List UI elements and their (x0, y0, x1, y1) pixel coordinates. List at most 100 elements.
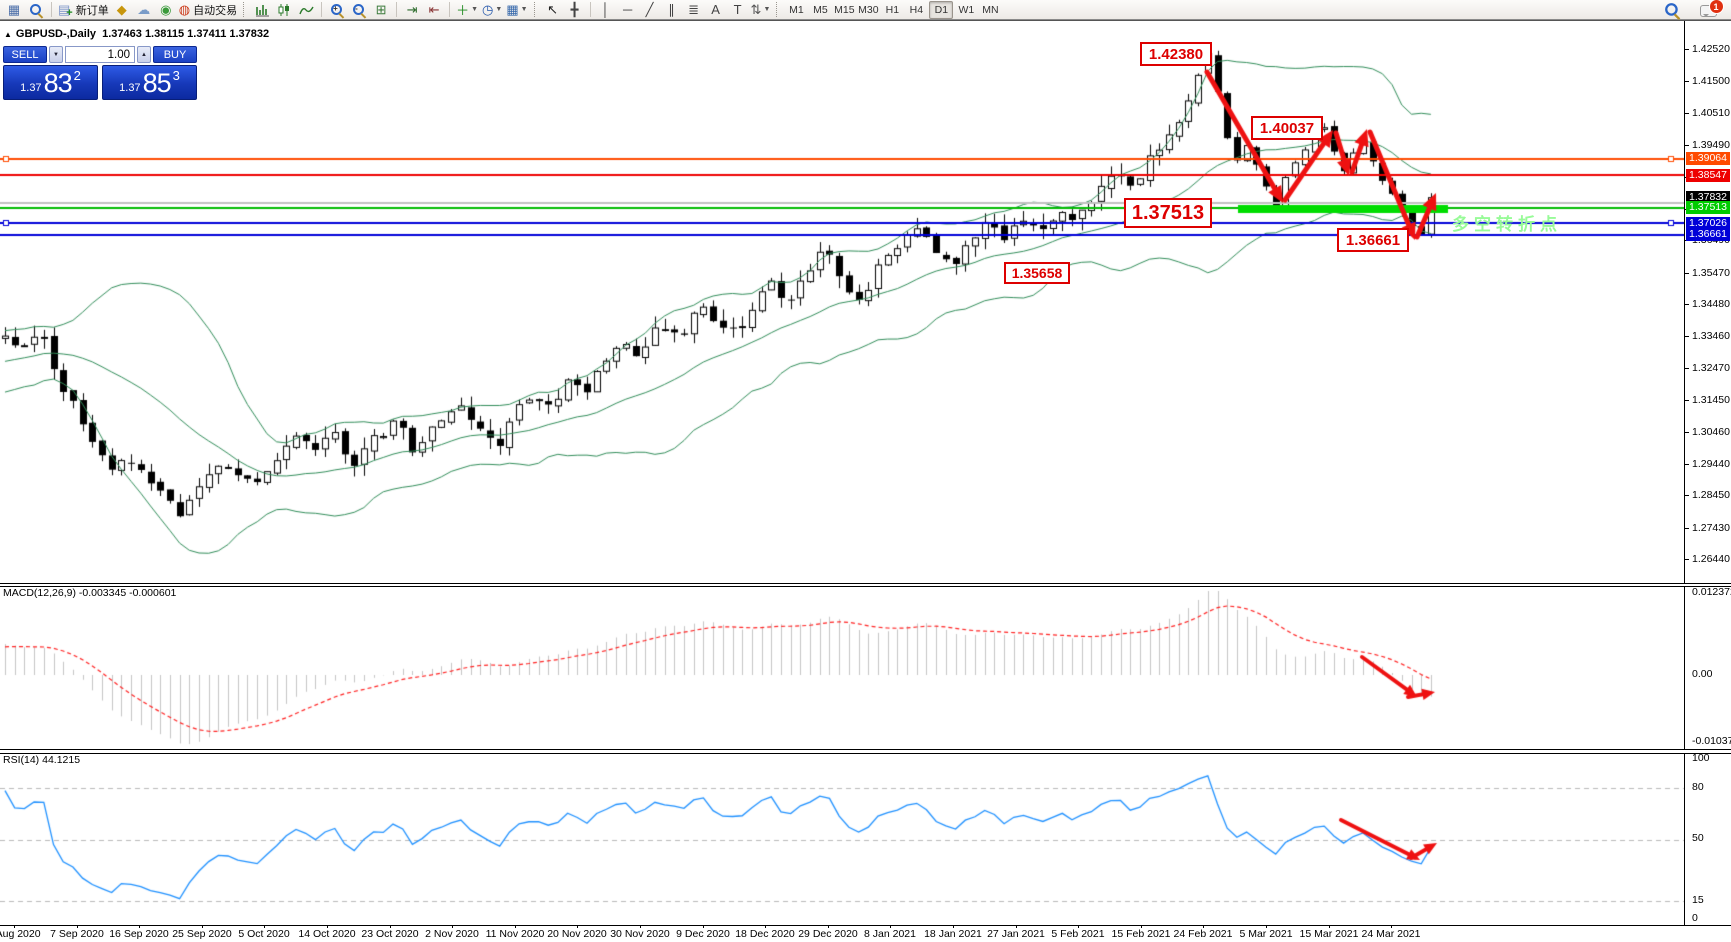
date-label: 23 Oct 2020 (361, 928, 419, 940)
buy-price-tile[interactable]: 1.37 85 3 (102, 65, 197, 100)
templates-button[interactable]: ▦ ▼ (504, 1, 529, 18)
arrows-icon[interactable]: ⇅ ▼ (749, 1, 773, 18)
new-order-button[interactable]: ▤ + 新订单 (56, 1, 111, 19)
annotation-note[interactable]: 多空转折点 (1452, 215, 1562, 234)
macd-axis-bottom: -0.010374 (1692, 735, 1731, 747)
auto-trading-button-label: 自动交易 (193, 4, 238, 17)
macd-label: MACD(12,26,9) -0.003345 -0.000601 (3, 587, 177, 599)
tile-windows-icon[interactable]: ⊞ (370, 1, 392, 18)
trendline-icon[interactable]: ╱ (639, 1, 661, 18)
text-label-icon[interactable]: T (727, 1, 749, 18)
price-annotation-box[interactable]: 1.42380 (1140, 42, 1212, 66)
macd-pane-canvas[interactable] (0, 585, 1684, 749)
price-annotation-box[interactable]: 1.37513 (1124, 198, 1212, 228)
bar-chart-icon[interactable] (251, 1, 273, 18)
rsi-pane-canvas[interactable] (0, 752, 1684, 924)
price-annotation-box[interactable]: 1.40037 (1251, 116, 1323, 140)
timeframe-button-w1[interactable]: W1 (958, 3, 975, 16)
price-axis-line (1684, 21, 1685, 925)
date-tick-mark (890, 925, 891, 928)
search-icon (1664, 1, 1680, 17)
chart-shift-icon-glyph: ⇤ (428, 1, 440, 17)
date-label: 24 Feb 2021 (1173, 928, 1233, 940)
date-label: 7 Sep 2020 (50, 928, 104, 940)
timeframe-button-mn[interactable]: MN (982, 3, 999, 16)
sell-price-sup: 2 (73, 68, 81, 83)
mql5-cloud-icon[interactable]: ☁ (133, 1, 155, 18)
cursor-icon[interactable]: ↖ (542, 1, 564, 18)
macd-values: -0.003345 -0.000601 (78, 587, 177, 599)
notifications-button[interactable]: 1 (1697, 0, 1724, 18)
signals-icon[interactable]: ◉ (155, 1, 177, 18)
date-label: 14 Oct 2020 (298, 928, 356, 940)
chart-title: ▲ GBPUSD-,Daily 1.37463 1.38115 1.37411 1… (4, 28, 269, 40)
window-expand-icon[interactable]: ▲ (4, 30, 12, 39)
market-watch-icon[interactable] (25, 1, 47, 18)
chart-ohlc: 1.37463 1.38115 1.37411 1.37832 (102, 28, 270, 40)
rsi-level-label: 15 (1692, 894, 1704, 906)
periods-button[interactable]: ◷ ▼ (480, 1, 504, 18)
date-tick-mark (264, 925, 265, 928)
date-tick-mark (1141, 925, 1142, 928)
timeframe-button-d1[interactable]: D1 (929, 0, 954, 19)
vertical-line-icon[interactable]: │ (595, 1, 617, 18)
timeframe-button-m30[interactable]: M30 (858, 3, 879, 16)
tile-windows-icon-glyph: ⊞ (375, 1, 387, 17)
timeframe-button-h1[interactable]: H1 (885, 3, 900, 16)
dropdown-arrow-icon: ▼ (520, 6, 528, 13)
chart-shift-icon[interactable]: ⇤ (423, 1, 445, 18)
volume-down-stepper[interactable]: ▼ (49, 46, 63, 63)
auto-scroll-icon[interactable]: ⇥ (401, 1, 423, 18)
timeframe-bar: M1 M5 M15 M30 H1 H4 D1 W1 MN (784, 0, 1002, 19)
rsi-level-label: 100 (1692, 752, 1710, 764)
main-chart-canvas[interactable] (0, 22, 1684, 583)
sell-button[interactable]: SELL (3, 46, 47, 63)
price-tick-label: 1.30460 (1692, 426, 1730, 438)
volume-up-stepper[interactable]: ▲ (137, 46, 151, 63)
zoom-out-icon[interactable]: - (348, 1, 370, 18)
date-tick-mark (828, 925, 829, 928)
dropdown-arrow-icon: ▼ (471, 6, 479, 13)
date-label: 20 Nov 2020 (547, 928, 607, 940)
zoom-out-icon-glyph: - (352, 3, 366, 17)
sell-price-tile[interactable]: 1.37 83 2 (3, 65, 98, 100)
horizontal-line-icon[interactable]: ─ (617, 1, 639, 18)
gold-icon[interactable]: ◆ (111, 1, 133, 18)
timeframe-button-h4[interactable]: H4 (909, 3, 924, 16)
pane-splitter-rsi[interactable] (0, 749, 1731, 754)
line-chart-icon[interactable] (295, 1, 317, 18)
candlestick-chart-icon[interactable] (273, 1, 295, 18)
indicators-button[interactable]: ＋ ▼ (454, 1, 480, 18)
equidistant-channel-icon[interactable]: ∥ (661, 1, 683, 18)
fibonacci-icon[interactable]: ≣ (683, 1, 705, 18)
pane-splitter-macd[interactable] (0, 583, 1731, 587)
text-icon[interactable]: A (705, 1, 727, 18)
timeframe-button-m15[interactable]: M15 (834, 3, 855, 16)
dropdown-arrow-icon: ▼ (495, 6, 503, 13)
equidistant-channel-icon-glyph: ∥ (668, 1, 675, 17)
buy-button[interactable]: BUY (153, 46, 197, 63)
window-border (0, 20, 1731, 21)
volume-input[interactable]: 1.00 (65, 46, 135, 63)
price-tick-mark (1684, 81, 1689, 82)
periods-button-glyph: ◷ (482, 1, 494, 17)
crosshair-icon[interactable]: ╋ (564, 1, 586, 18)
macd-axis-top: 0.012372 (1692, 586, 1731, 598)
price-annotation-box[interactable]: 1.35658 (1004, 262, 1070, 284)
timeframe-button-m5[interactable]: M5 (813, 3, 828, 16)
buy-price-sup: 3 (172, 68, 180, 83)
price-badge: 1.37513 (1686, 201, 1730, 214)
price-tick-mark (1684, 432, 1689, 433)
timeframe-button-m1[interactable]: M1 (789, 3, 804, 16)
auto-trading-button[interactable]: ◍ 自动交易 (177, 1, 239, 18)
date-label: 8 Jan 2021 (864, 928, 916, 940)
search-button[interactable] (1661, 1, 1683, 18)
chart-window-icon[interactable]: ▦ (3, 1, 25, 18)
date-tick-mark (1203, 925, 1204, 928)
price-annotation-box[interactable]: 1.36661 (1337, 228, 1409, 252)
sell-price-prefix: 1.37 (20, 82, 42, 94)
zoom-in-icon[interactable]: + (326, 1, 348, 18)
chart-symbol: GBPUSD-,Daily (15, 28, 96, 40)
price-tick-label: 1.42520 (1692, 43, 1730, 55)
date-tick-mark (390, 925, 391, 928)
